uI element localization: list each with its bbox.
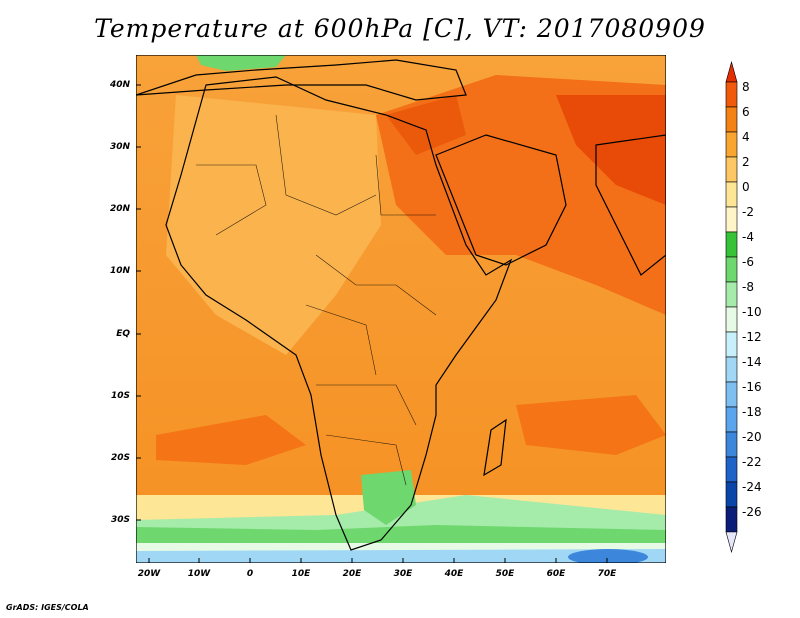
colorbar-boxes	[725, 60, 738, 554]
colorbar-label: -10	[742, 305, 762, 319]
colorbar-box	[725, 506, 738, 533]
lon-label: 20E	[342, 569, 362, 579]
colorbar-box	[725, 81, 738, 108]
lat-label: 20N	[109, 204, 130, 214]
colorbar-box	[725, 131, 738, 158]
lon-label: 40E	[444, 569, 464, 579]
colorbar-label: -22	[742, 455, 762, 469]
colorbar-box	[725, 431, 738, 458]
colorbar-box	[725, 381, 738, 408]
coastlines	[136, 59, 666, 551]
lat-label: 30S	[110, 515, 130, 525]
field-sahara-mild	[166, 95, 381, 355]
colorbar-box	[725, 231, 738, 258]
colorbar-box	[725, 156, 738, 183]
colorbar-label: -8	[742, 280, 754, 294]
field-levant-hot	[386, 95, 466, 155]
colorbar-label: 8	[742, 80, 750, 94]
colorbar-label: -14	[742, 355, 762, 369]
colorbar-label: 0	[742, 180, 750, 194]
lon-label: 10W	[187, 569, 211, 579]
lon-label: 0	[246, 569, 254, 579]
lon-label: 20W	[137, 569, 161, 579]
colorbar-top-arrow	[725, 60, 738, 83]
colorbar-box	[725, 481, 738, 508]
lon-label: 50E	[495, 569, 515, 579]
colorbar-box	[725, 181, 738, 208]
lat-label: 10N	[109, 266, 130, 276]
colorbar-box	[725, 256, 738, 283]
colorbar-label: -20	[742, 430, 762, 444]
lat-label: 30N	[109, 142, 130, 152]
colorbar-box	[725, 406, 738, 433]
colorbar	[725, 60, 738, 554]
field-band-blue	[136, 549, 666, 563]
arabia-outline	[435, 134, 567, 266]
lat-label: 40N	[109, 80, 130, 90]
lat-label: EQ	[116, 329, 130, 339]
colorbar-label: -18	[742, 405, 762, 419]
colorbar-label: -24	[742, 480, 762, 494]
field-cold-core	[568, 549, 648, 563]
colorbar-box	[725, 106, 738, 133]
colorbar-label: 6	[742, 105, 750, 119]
colorbar-label: -2	[742, 205, 754, 219]
field-satl-warm	[156, 415, 306, 465]
africa-outline	[165, 76, 513, 551]
field-safrica-green	[361, 470, 416, 525]
axis-ticks	[136, 84, 608, 563]
colorbar-box	[725, 306, 738, 333]
colorbar-label: -4	[742, 230, 754, 244]
lon-label: 30E	[393, 569, 413, 579]
colorbar-bottom-arrow	[725, 531, 738, 554]
colorbar-box	[725, 331, 738, 358]
colorbar-label: -6	[742, 255, 754, 269]
europe-outline	[136, 59, 467, 101]
temperature-map	[136, 55, 666, 563]
india-outline	[595, 134, 666, 276]
map-title: Temperature at 600hPa [C], VT: 201708090…	[94, 14, 706, 43]
lon-label: 60E	[546, 569, 566, 579]
field-indian-warm	[516, 395, 666, 455]
lon-label: 70E	[597, 569, 617, 579]
colorbar-label: 2	[742, 155, 750, 169]
lon-label: 10E	[291, 569, 311, 579]
credit-text: GrADS: IGES/COLA	[6, 603, 89, 612]
colorbar-label: -12	[742, 330, 762, 344]
field-north-cold	[196, 55, 286, 71]
lat-label: 10S	[110, 391, 130, 401]
colorbar-box	[725, 356, 738, 383]
lat-label: 20S	[110, 453, 130, 463]
borders	[196, 114, 437, 486]
field-himalaya-hot	[556, 95, 666, 205]
colorbar-box	[725, 281, 738, 308]
colorbar-box	[725, 456, 738, 483]
colorbar-label: -16	[742, 380, 762, 394]
colorbar-label: 4	[742, 130, 750, 144]
madagascar-outline	[483, 418, 507, 477]
colorbar-box	[725, 206, 738, 233]
colorbar-label: -26	[742, 505, 762, 519]
